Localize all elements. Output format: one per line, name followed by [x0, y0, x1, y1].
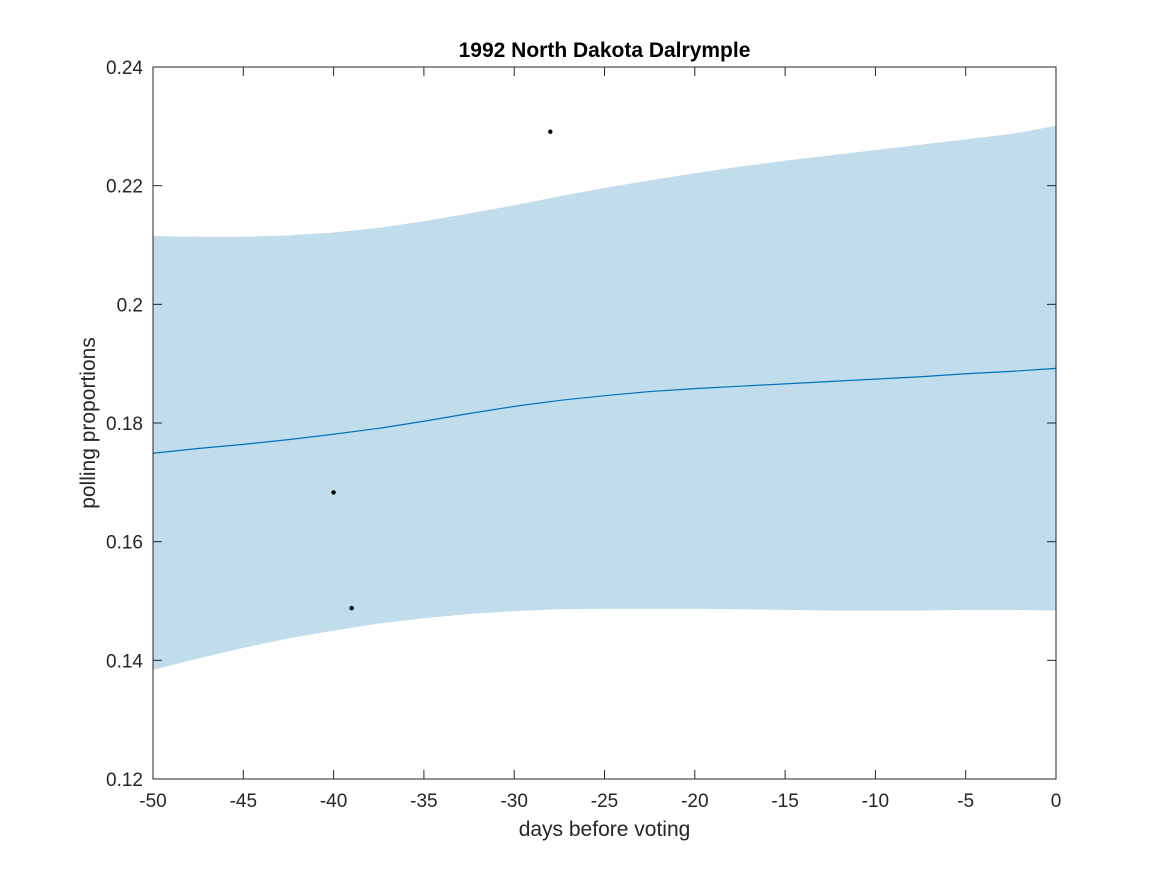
- x-tick-label: -40: [320, 791, 347, 812]
- y-axis-label: polling proportions: [77, 337, 100, 509]
- y-tick-label: 0.22: [106, 177, 143, 198]
- confidence-band: [153, 125, 1056, 670]
- x-tick-label: -20: [681, 791, 708, 812]
- chart-title: 1992 North Dakota Dalrymple: [459, 39, 751, 62]
- poll-points: [331, 129, 553, 611]
- x-tick-label: -45: [230, 791, 257, 812]
- y-tick-label: 0.14: [106, 651, 143, 672]
- mean-trend-line: [152, 367, 1057, 454]
- y-tick-label: 0.2: [117, 295, 143, 316]
- y-tick-label: 0.24: [106, 58, 143, 79]
- x-tick-label: -10: [862, 791, 889, 812]
- x-tick-label: -15: [771, 791, 798, 812]
- x-tick-label: -30: [500, 791, 527, 812]
- poll-point: [349, 605, 354, 611]
- x-axis-label: days before voting: [519, 818, 691, 841]
- x-tick-label: 0: [1051, 791, 1062, 812]
- y-tick-label: 0.18: [106, 414, 143, 435]
- x-tick-label: -5: [957, 791, 974, 812]
- poll-point: [331, 490, 336, 495]
- y-tick-label: 0.16: [106, 533, 143, 554]
- y-tick-label: 0.12: [106, 770, 143, 791]
- poll-point: [548, 129, 553, 134]
- x-tick-label: -25: [591, 791, 618, 812]
- x-tick-label: -50: [139, 791, 166, 812]
- x-tick-label: -35: [410, 791, 437, 812]
- x-axis-ticks: -50 -45 -40 -35 -30 -25 -20 -15 -10 -5 0: [139, 67, 1061, 812]
- y-axis-ticks: 0.12 0.14 0.16 0.18 0.2 0.22 0.24: [106, 58, 1056, 791]
